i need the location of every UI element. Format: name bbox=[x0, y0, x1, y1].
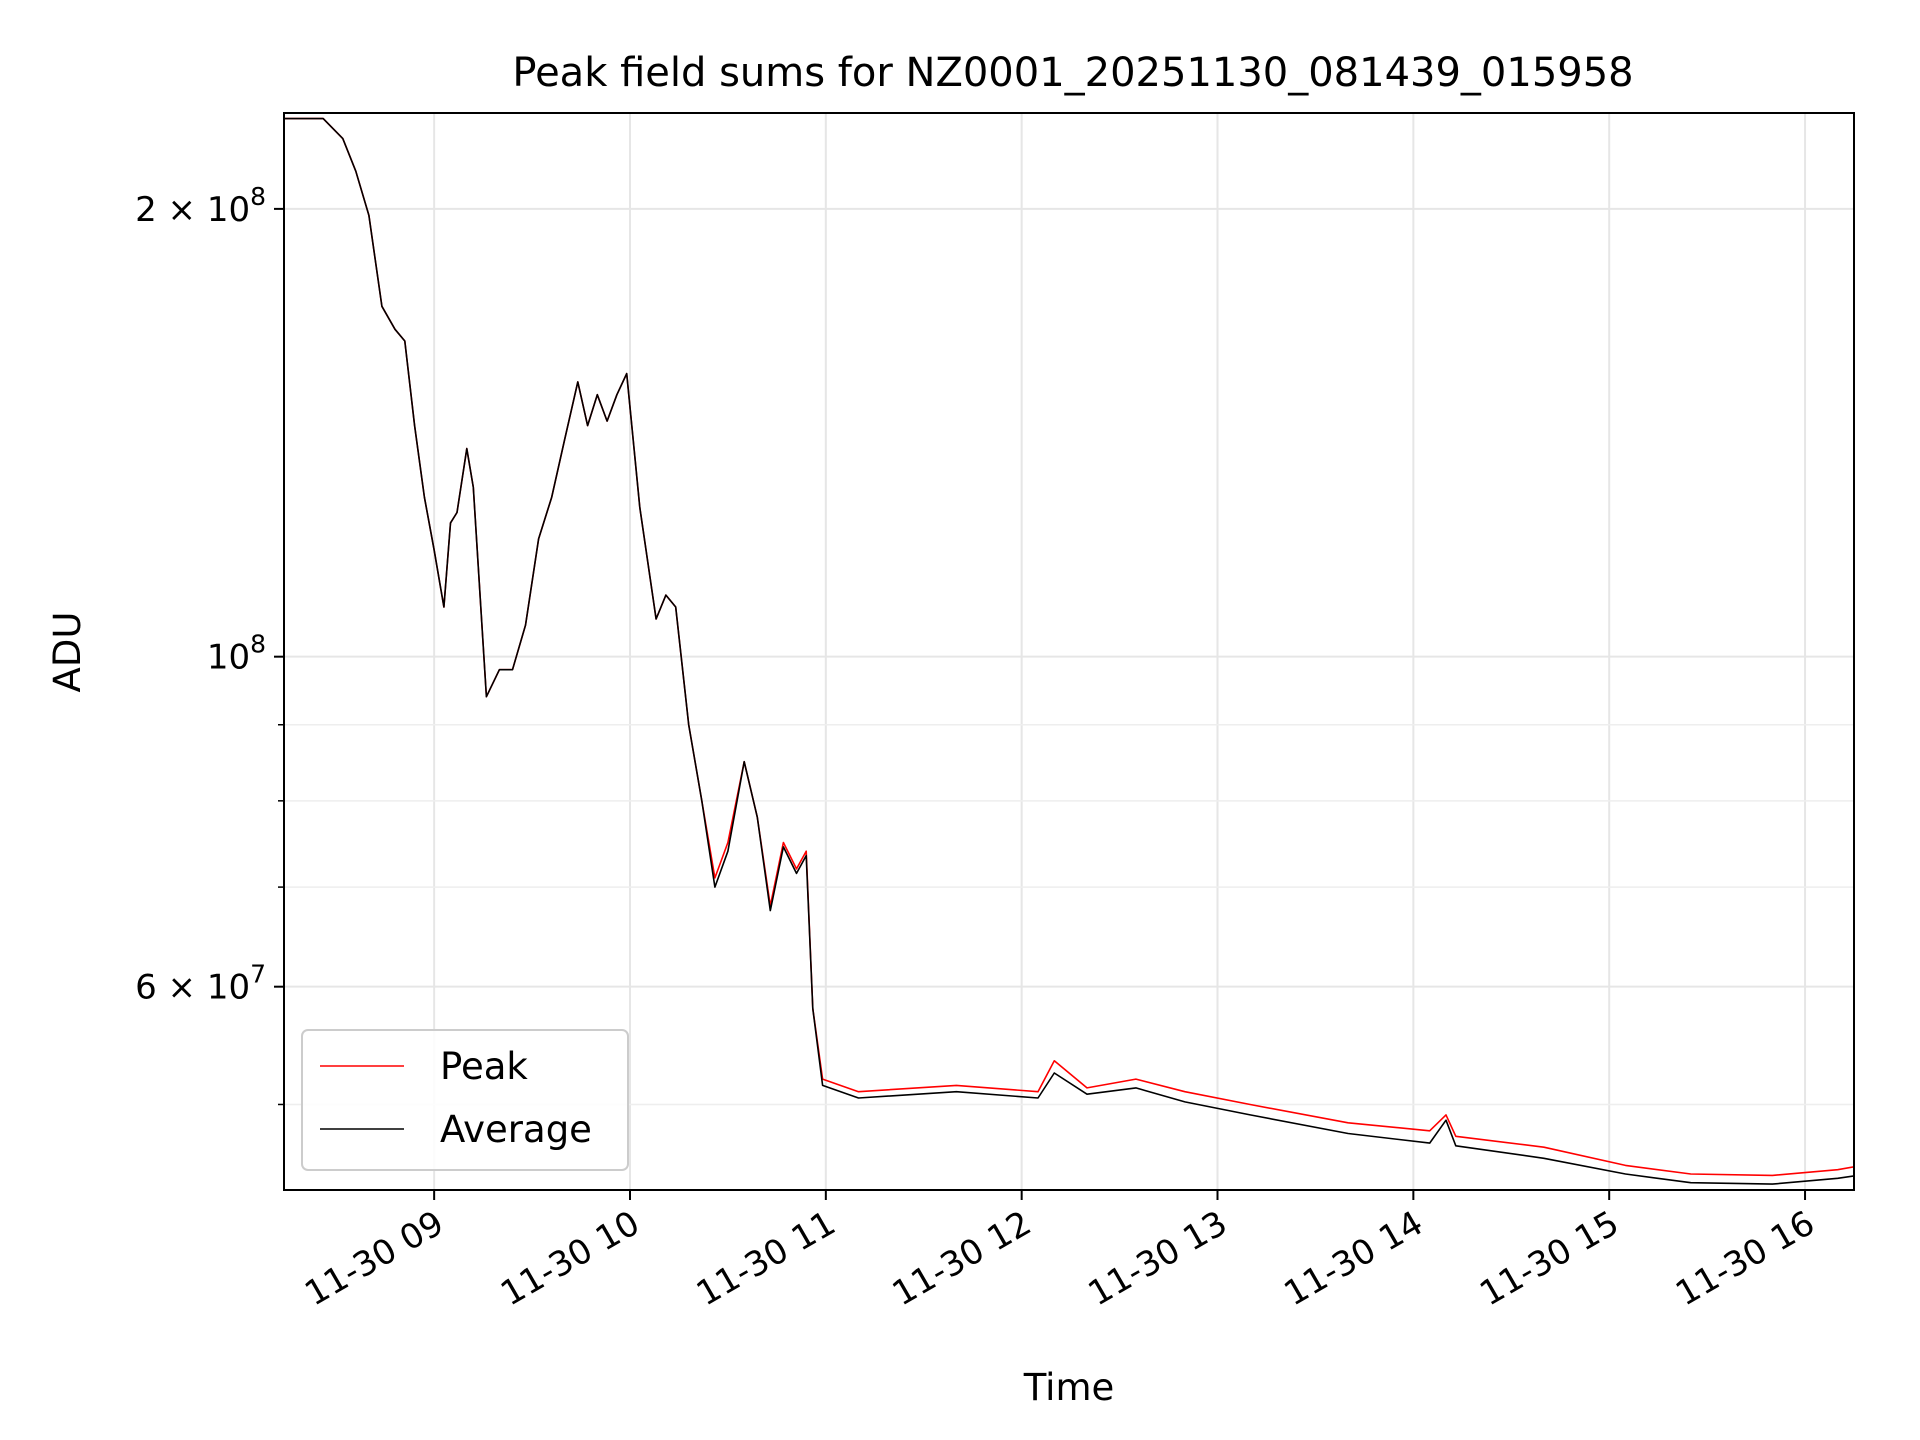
x-axis-label: Time bbox=[1023, 1366, 1115, 1409]
y-axis-label: ADU bbox=[46, 612, 89, 693]
legend-label-average: Average bbox=[440, 1108, 592, 1151]
legend-label-peak: Peak bbox=[440, 1045, 528, 1088]
y-tick-label: 6 × 107 bbox=[135, 960, 266, 1008]
plot-area bbox=[284, 117, 1854, 1185]
y-tick-label: 2 × 108 bbox=[135, 182, 266, 230]
y-tick-label: 108 bbox=[207, 630, 266, 678]
plot-frame bbox=[283, 112, 1855, 1191]
chart-title: Peak field sums for NZ0001_20251130_0814… bbox=[512, 50, 1633, 96]
legend: Peak Average bbox=[301, 1029, 629, 1171]
legend-box bbox=[301, 1029, 629, 1171]
series-line-average bbox=[284, 117, 1854, 1185]
y-axis: 2 × 108 108 6 × 107 bbox=[135, 182, 284, 1106]
